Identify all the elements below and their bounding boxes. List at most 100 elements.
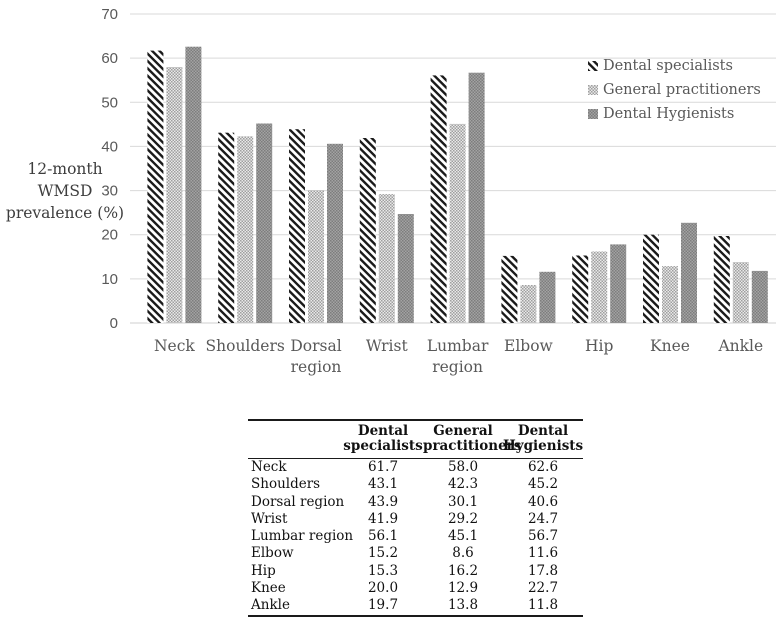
cell-value: 41.9: [367, 510, 399, 527]
bar-dental-specialists-elbow: [501, 255, 518, 323]
x-axis-label: Shoulders: [206, 337, 285, 355]
y-axis-title-line: 12-month: [27, 160, 103, 178]
y-axis-title: 12-month WMSD prevalence (%): [0, 158, 130, 224]
row-label: Dorsal region: [251, 493, 345, 510]
cell-value: 62.6: [527, 459, 559, 475]
bar-general-practitioners-shoulders: [237, 136, 254, 323]
y-tick-label: 20: [101, 227, 118, 244]
table-row: Wrist 41.9 29.2 24.7: [248, 511, 583, 528]
bar-dental-specialists-dorsal-region: [289, 129, 305, 323]
y-tick-label: 10: [101, 271, 118, 288]
bar-general-practitioners-neck: [166, 67, 183, 323]
row-label: Hip: [251, 562, 276, 579]
bar-dental-hygienists-neck: [185, 46, 202, 323]
cell-value: 29.2: [447, 510, 479, 527]
bar-general-practitioners-wrist: [378, 194, 395, 323]
prevalence-bar-chart: 0 10 20 30 40 50 60 70 Neck Shoulders Dorsal regio…: [101, 6, 776, 376]
table-row: Ankle 19.7 13.8 11.8: [248, 597, 583, 615]
cell-value: 17.8: [527, 562, 559, 579]
bar-dental-specialists-wrist: [359, 138, 376, 323]
bar-dental-specialists-hip: [572, 255, 589, 323]
table-header: Dental specialists General practitioners…: [248, 420, 583, 459]
bar-dental-specialists-knee: [643, 234, 659, 323]
table-body: Neck 61.7 58.0 62.6 Shoulders 43.1 42.3 45.2 Dor…: [248, 459, 583, 616]
cell-value: 43.9: [367, 493, 399, 510]
row-label: Ankle: [251, 597, 290, 614]
x-axis-label: Knee: [650, 337, 690, 355]
bar-general-practitioners-dorsal-region: [308, 190, 324, 323]
row-label: Shoulders: [251, 476, 321, 493]
table-row: Hip 15.3 16.2 17.8: [248, 563, 583, 580]
y-tick-label: 60: [101, 50, 118, 67]
cell-value: 22.7: [527, 580, 559, 597]
table-row: Elbow 15.2 8.6 11.6: [248, 545, 583, 562]
table-corner-cell: [248, 420, 343, 459]
cell-value: 11.8: [527, 597, 559, 614]
x-axis-label: Hip: [585, 337, 613, 355]
row-label: Knee: [251, 580, 286, 597]
row-label: Elbow: [251, 545, 294, 562]
bar-dental-specialists-shoulders: [218, 132, 235, 323]
y-tick-labels: 0 10 20 30 40 50 60 70: [101, 6, 118, 332]
cell-value: 42.3: [447, 476, 479, 493]
bar-dental-specialists-ankle: [713, 236, 730, 323]
bar-dental-hygienists-dorsal-region: [327, 143, 343, 323]
col-header-dental-hygienists: Dental Hygienists: [503, 420, 583, 459]
x-axis-label: Neck: [154, 337, 195, 355]
legend-label: Dental Hygienists: [603, 106, 735, 122]
x-axis-label: Ankle: [717, 337, 763, 355]
y-axis-title-line: WMSD: [37, 182, 93, 200]
legend-marker-diagonal-stripes-icon: [588, 61, 598, 71]
cell-value: 8.6: [452, 545, 474, 562]
cell-value: 45.2: [527, 476, 559, 493]
bar-dental-hygienists-knee: [681, 222, 697, 323]
x-axis-label: Wrist: [366, 337, 409, 355]
col-header-dental-specialists: Dental specialists: [343, 420, 423, 459]
y-tick-label: 30: [101, 183, 118, 200]
cell-value: 61.7: [367, 459, 399, 475]
bar-dental-specialists-lumbar-region: [430, 75, 447, 324]
prevalence-table: Dental specialists General practitioners…: [248, 419, 583, 617]
bar-general-practitioners-elbow: [520, 285, 537, 323]
table-row: Knee 20.0 12.9 22.7: [248, 580, 583, 597]
bar-dental-hygienists-shoulders: [256, 123, 273, 323]
table-row: Shoulders 43.1 42.3 45.2: [248, 476, 583, 493]
cell-value: 12.9: [447, 580, 479, 597]
y-tick-label: 0: [110, 315, 118, 332]
bar-dental-hygienists-wrist: [397, 214, 414, 323]
cell-value: 11.6: [527, 545, 559, 562]
row-label: Lumbar region: [251, 528, 354, 545]
bars: [147, 46, 768, 324]
x-axis-label: Elbow: [504, 337, 554, 355]
legend-marker-dark-check-icon: [588, 109, 598, 119]
y-tick-label: 40: [101, 138, 118, 155]
table-row: Neck 61.7 58.0 62.6: [248, 459, 583, 477]
cell-value: 58.0: [447, 459, 479, 475]
legend-entry-general-practitioners: General practitioners: [588, 78, 761, 102]
legend-entry-dental-specialists: Dental specialists: [588, 54, 761, 78]
table-row: Dorsal region 43.9 30.1 40.6: [248, 494, 583, 511]
cell-value: 20.0: [367, 580, 399, 597]
legend-marker-light-check-icon: [588, 85, 598, 95]
cell-value: 19.7: [367, 597, 399, 614]
cell-value: 30.1: [447, 493, 479, 510]
cell-value: 13.8: [447, 597, 479, 614]
bar-general-practitioners-knee: [662, 266, 678, 323]
x-axis-label: Dorsal region: [290, 337, 341, 376]
cell-value: 56.7: [527, 528, 559, 545]
bar-dental-hygienists-elbow: [539, 271, 556, 323]
col-header-general-practitioners: General practitioners: [423, 420, 521, 459]
cell-value: 15.2: [367, 545, 399, 562]
cell-value: 24.7: [527, 510, 559, 527]
bar-dental-hygienists-lumbar-region: [468, 72, 485, 323]
chart-legend: Dental specialists General practitioners: [588, 54, 761, 126]
legend-entry-dental-hygienists: Dental Hygienists: [588, 102, 761, 126]
y-tick-label: 70: [101, 6, 118, 23]
table-row: Lumbar region 56.1 45.1 56.7: [248, 528, 583, 545]
legend-label: General practitioners: [603, 82, 761, 98]
bar-dental-hygienists-ankle: [751, 270, 768, 323]
bar-dental-specialists-neck: [147, 50, 164, 323]
cell-value: 16.2: [447, 562, 479, 579]
y-tick-label: 50: [101, 94, 118, 111]
